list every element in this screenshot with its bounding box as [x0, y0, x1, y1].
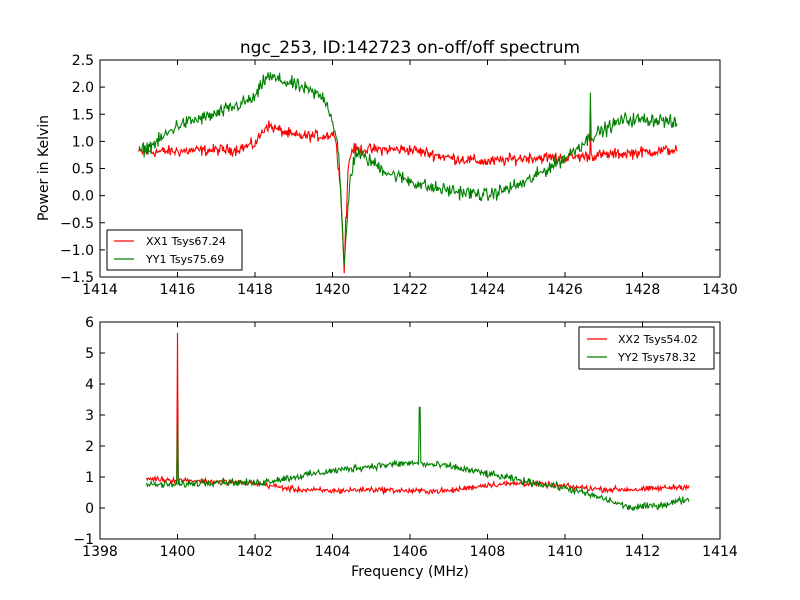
y-tick-label: 3: [85, 408, 94, 424]
legend-label-xx2: XX2 Tsys54.02: [618, 333, 698, 346]
bottom-axes: Frequency (MHz) 1398 1400 1402 1404 1406 1408…: [73, 315, 738, 580]
legend-box: [578, 326, 715, 370]
x-tick-label: 1414: [702, 544, 738, 560]
legend-label-xx1: XX1 Tsys67.24: [146, 235, 226, 248]
x-tick-label: 1428: [625, 282, 661, 298]
y-tick-label: −1.5: [60, 270, 94, 286]
x-tick-label: 1406: [392, 544, 428, 560]
x-tick-label: 1398: [82, 544, 118, 560]
y-tick-label: 0.0: [72, 189, 94, 205]
y-tick-label: 1.0: [72, 134, 94, 150]
top-axes: ngc_253, ID:142723 on-off/off spectrum P…: [36, 38, 738, 298]
y-tick-label: −1.0: [60, 243, 94, 259]
bottom-series-group: [145, 332, 690, 512]
top-legend: XX1 Tsys67.24 YY1 Tsys75.69: [106, 229, 243, 271]
y-tick-label: 0: [85, 501, 94, 517]
chart-title: ngc_253, ID:142723 on-off/off spectrum: [240, 38, 580, 58]
x-axis-label: Frequency (MHz): [351, 564, 469, 580]
series-line-yy2: [145, 406, 690, 512]
x-tick-label: 1400: [160, 544, 196, 560]
x-tick-label: 1414: [82, 282, 118, 298]
y-tick-label: 1.5: [72, 107, 94, 123]
bottom-legend: XX2 Tsys54.02 YY2 Tsys78.32: [578, 326, 715, 370]
bottom-ticks: 1398 1400 1402 1404 1406 1408 1410 1412 1414 −1 0 1…: [73, 315, 738, 560]
x-tick-label: 1408: [470, 544, 506, 560]
top-ticks: 1414 1416 1418 1420 1422 1424 1426 1428 1430 −1.5…: [60, 53, 738, 298]
x-tick-label: 1416: [160, 282, 196, 298]
x-tick-label: 1424: [470, 282, 506, 298]
y-tick-label: 5: [85, 346, 94, 362]
legend-label-yy1: YY1 Tsys75.69: [145, 253, 224, 266]
y-tick-label: 0.5: [72, 162, 94, 178]
y-tick-label: −1: [73, 532, 94, 548]
legend-box: [106, 229, 243, 271]
x-tick-label: 1410: [547, 544, 583, 560]
y-tick-label: 2: [85, 439, 94, 455]
x-tick-label: 1402: [237, 544, 273, 560]
y-tick-label: 6: [85, 315, 94, 331]
y-tick-label: 4: [85, 377, 94, 393]
x-tick-label: 1430: [702, 282, 738, 298]
series-line-yy1: [138, 72, 678, 265]
x-tick-label: 1422: [392, 282, 428, 298]
y-tick-label: −0.5: [60, 216, 94, 232]
y-tick-label: 2.0: [72, 80, 94, 96]
x-tick-label: 1418: [237, 282, 273, 298]
legend-label-yy2: YY2 Tsys78.32: [617, 351, 696, 364]
series-line-xx1: [138, 120, 678, 274]
x-tick-label: 1420: [315, 282, 351, 298]
y-tick-label: 2.5: [72, 53, 94, 69]
x-tick-label: 1404: [315, 544, 351, 560]
top-series-group: [138, 72, 678, 274]
y-tick-label: 1: [85, 470, 94, 486]
x-tick-label: 1426: [547, 282, 583, 298]
y-axis-label: Power in Kelvin: [36, 115, 52, 221]
x-tick-label: 1412: [625, 544, 661, 560]
